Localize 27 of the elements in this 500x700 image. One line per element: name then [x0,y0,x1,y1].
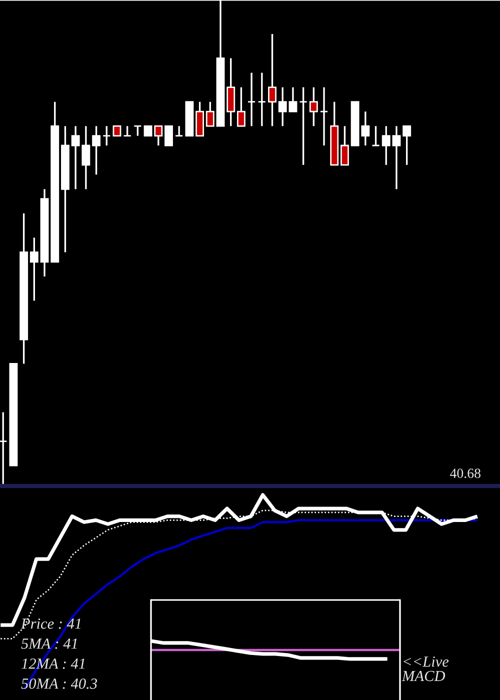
candlestick [268,33,276,127]
candlestick [206,101,214,127]
candlestick [258,72,266,127]
candlestick [123,125,132,137]
candlestick [340,125,349,166]
candlestick [0,411,8,485]
candlestick [299,86,308,166]
candlestick [247,72,256,127]
annotation: 5MA : 41 [21,638,77,649]
candlestick [392,125,401,190]
candlestick [236,86,246,127]
candlestick [92,125,100,176]
annotation: <<Live MACD [402,656,449,682]
candlestick [30,236,38,302]
candlestick [372,125,380,146]
candlestick [164,125,173,146]
text: 40.68 [450,468,480,478]
candlestick [174,125,184,137]
candlestick [402,125,412,166]
candlestick [320,86,328,146]
candlestick [102,125,111,146]
candlestick [382,125,390,166]
candlestick [144,125,152,136]
candlestick [154,125,163,146]
candlestick [309,86,318,127]
candlestick [112,125,122,136]
candlestick [133,125,142,137]
